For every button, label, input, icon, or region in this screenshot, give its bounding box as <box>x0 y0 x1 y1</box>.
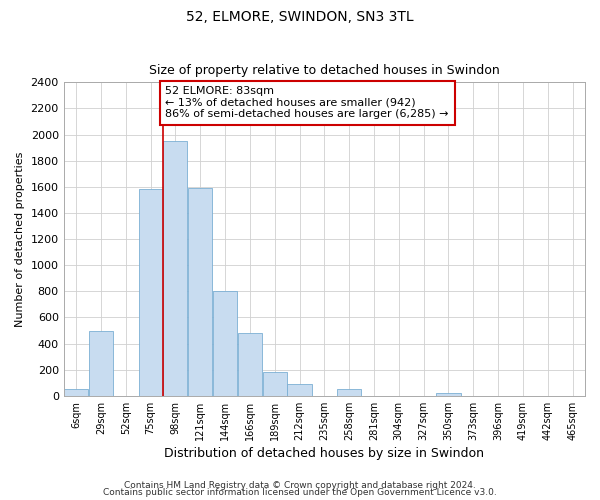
Bar <box>64 390 88 396</box>
Y-axis label: Number of detached properties: Number of detached properties <box>15 152 25 327</box>
Text: 52, ELMORE, SWINDON, SN3 3TL: 52, ELMORE, SWINDON, SN3 3TL <box>186 10 414 24</box>
Bar <box>89 330 113 396</box>
Text: Contains HM Land Registry data © Crown copyright and database right 2024.: Contains HM Land Registry data © Crown c… <box>124 480 476 490</box>
Bar <box>163 141 187 396</box>
Title: Size of property relative to detached houses in Swindon: Size of property relative to detached ho… <box>149 64 500 77</box>
Bar <box>337 388 361 396</box>
Text: 52 ELMORE: 83sqm
← 13% of detached houses are smaller (942)
86% of semi-detached: 52 ELMORE: 83sqm ← 13% of detached house… <box>166 86 449 120</box>
Bar <box>139 190 163 396</box>
Bar <box>213 292 237 396</box>
X-axis label: Distribution of detached houses by size in Swindon: Distribution of detached houses by size … <box>164 447 484 460</box>
Bar <box>238 333 262 396</box>
Bar <box>188 188 212 396</box>
Bar <box>436 393 461 396</box>
Bar <box>263 372 287 396</box>
Bar <box>287 384 311 396</box>
Text: Contains public sector information licensed under the Open Government Licence v3: Contains public sector information licen… <box>103 488 497 497</box>
